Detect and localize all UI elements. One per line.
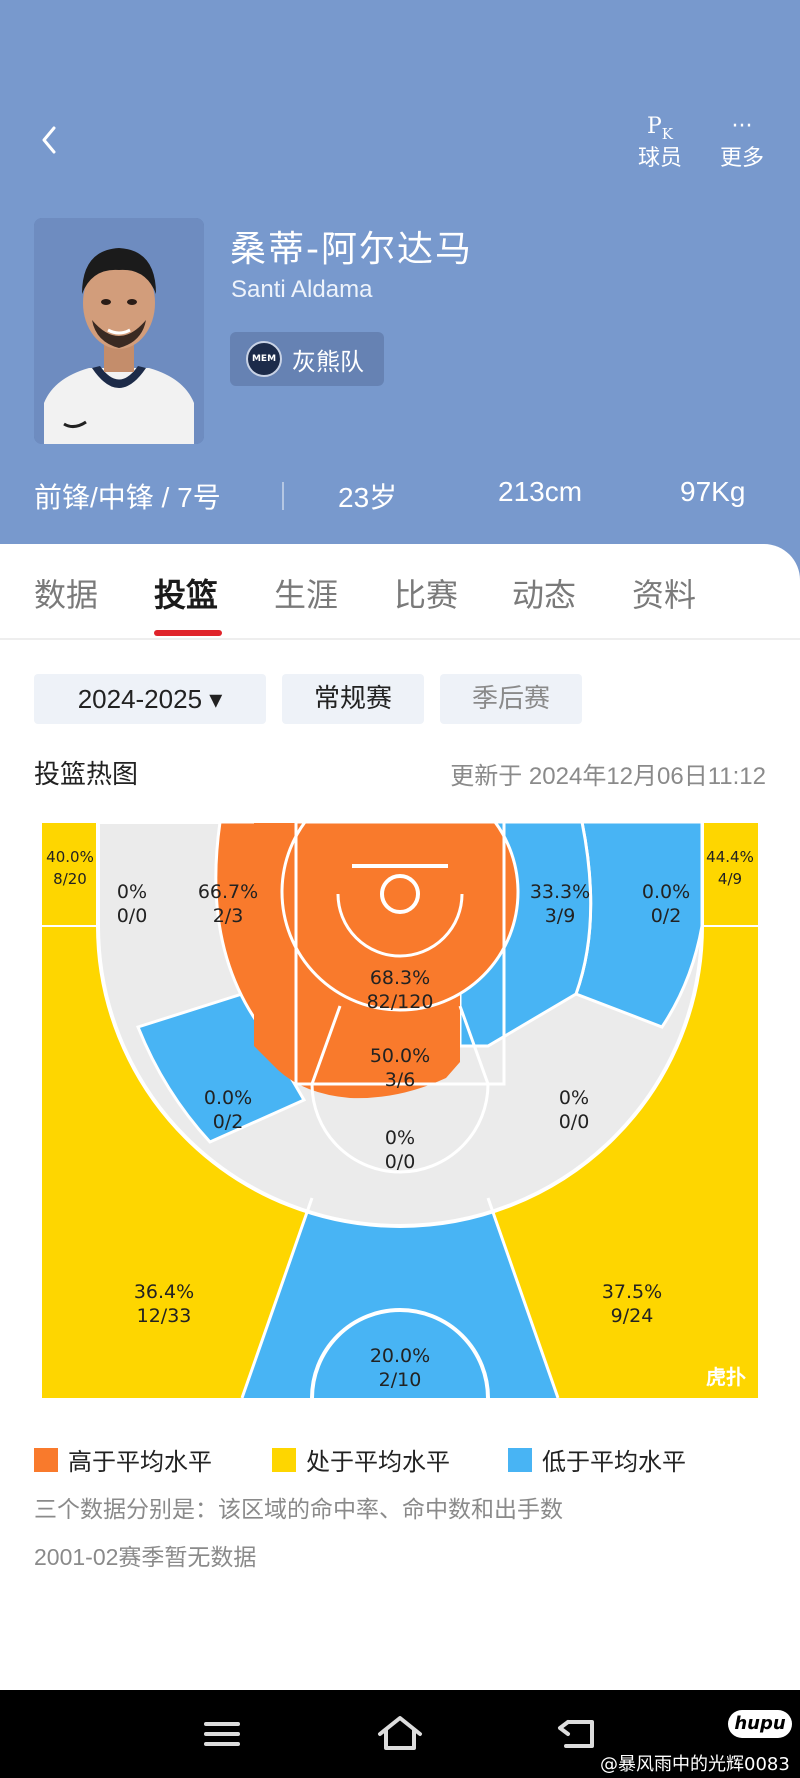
restricted-area-made: 82/120: [367, 991, 434, 1013]
top3-made: 2/10: [379, 1369, 422, 1391]
pk-label: 球员: [637, 146, 682, 171]
label-restricted-area: 68.3% 82/120: [367, 967, 434, 1013]
zone-top3: [242, 1198, 558, 1398]
top3-pct: 20.0%: [370, 1345, 430, 1367]
legend-below: 低于平均水平: [508, 1442, 686, 1477]
right-wing3-made: 9/24: [611, 1305, 654, 1327]
legend-average: 处于平均水平: [272, 1442, 450, 1477]
right-wing-mid-pct: 0%: [559, 1087, 589, 1109]
pk-button[interactable]: PK 球员: [620, 110, 700, 174]
legend-average-swatch: [272, 1447, 296, 1472]
label-right-baseline-mid-inner: 33.3% 3/9: [530, 881, 590, 927]
team-name: 灰熊队: [292, 347, 364, 376]
left-baseline-mid-outer-made: 0/0: [117, 905, 148, 927]
left-corner3-pct: 40.0%: [46, 848, 94, 866]
back-arrow-icon[interactable]: [36, 122, 64, 158]
label-top-mid: 0% 0/0: [385, 1127, 416, 1173]
top-mid-made: 0/0: [385, 1151, 416, 1173]
label-right-baseline-mid-outer: 0.0% 0/2: [642, 881, 690, 927]
left-wing-mid-pct: 0.0%: [204, 1087, 252, 1109]
label-paint: 50.0% 3/6: [370, 1045, 430, 1091]
paint-made: 3/6: [385, 1069, 416, 1091]
heatmap-title: 投篮热图: [34, 760, 139, 790]
user-watermark: @暴风雨中的光辉0083: [600, 1754, 790, 1775]
label-left-wing3: 36.4% 12/33: [134, 1281, 194, 1327]
legend-above: 高于平均水平: [34, 1442, 212, 1477]
menu-icon[interactable]: [198, 1712, 246, 1756]
back-icon[interactable]: [554, 1712, 602, 1756]
zone-left-corner3: [42, 822, 98, 926]
right-corner3-made: 4/9: [718, 870, 742, 888]
right-wing3-pct: 37.5%: [602, 1281, 662, 1303]
home-icon[interactable]: [376, 1712, 424, 1756]
right-baseline-mid-inner-made: 3/9: [545, 905, 576, 927]
tab-games[interactable]: 比赛: [394, 576, 459, 614]
left-baseline-mid-inner-pct: 66.7%: [198, 881, 258, 903]
player-photo: [34, 218, 204, 444]
filter-playoffs[interactable]: 季后赛: [440, 674, 582, 724]
tab-shooting[interactable]: 投篮: [154, 576, 219, 614]
pk-icon: PK: [646, 114, 674, 143]
player-position: 前锋/中锋 / 7号: [34, 482, 221, 513]
label-left-baseline-mid-inner: 66.7% 2/3: [198, 881, 258, 927]
right-wing-mid-made: 0/0: [559, 1111, 590, 1133]
label-top3: 20.0% 2/10: [370, 1345, 430, 1391]
right-corner3-pct: 44.4%: [706, 848, 754, 866]
more-button[interactable]: ··· 更多: [702, 110, 782, 174]
right-baseline-mid-outer-made: 0/2: [651, 905, 682, 927]
tab-news[interactable]: 动态: [512, 576, 577, 614]
content-sheet: 数据 投篮 生涯 比赛 动态 资料 2024-2025 ▾ 常规赛 季后赛 投篮…: [0, 544, 800, 1690]
top-mid-pct: 0%: [385, 1127, 415, 1149]
label-right-wing3: 37.5% 9/24: [602, 1281, 662, 1327]
tab-divider: [0, 638, 800, 640]
paint-pct: 50.0%: [370, 1045, 430, 1067]
team-chip[interactable]: MEM 灰熊队: [230, 332, 384, 386]
legend-below-label: 低于平均水平: [542, 1448, 686, 1476]
tab-bar: 数据 投篮 生涯 比赛 动态 资料: [0, 544, 800, 638]
heatmap-explanation: 三个数据分别是：该区域的命中率、命中数和出手数: [34, 1497, 563, 1523]
tab-career[interactable]: 生涯: [274, 576, 339, 614]
player-name-en: Santi Aldama: [231, 276, 373, 303]
label-left-corner3: 40.0% 8/20: [46, 848, 94, 888]
player-weight: 97Kg: [680, 476, 746, 507]
label-left-baseline-mid-outer: 0% 0/0: [117, 881, 148, 927]
filter-regular-season[interactable]: 常规赛: [282, 674, 424, 724]
tab-stats[interactable]: 数据: [34, 576, 99, 614]
label-right-wing-mid: 0% 0/0: [559, 1087, 590, 1133]
right-baseline-mid-inner-pct: 33.3%: [530, 881, 590, 903]
hupu-logo: hupu: [728, 1710, 792, 1738]
zone-restricted-area: [280, 822, 520, 1012]
player-header: PK 球员 ··· 更多 桑蒂-阿尔达马 Santi Aldama MEM 灰熊…: [0, 0, 800, 600]
left-corner3-made: 8/20: [53, 870, 87, 888]
player-age: 23岁: [338, 482, 398, 513]
legend-above-swatch: [34, 1447, 58, 1472]
hupu-watermark: 虎扑: [706, 1365, 746, 1389]
legend-above-label: 高于平均水平: [68, 1448, 212, 1476]
heatmap-update-time: 更新于 2024年12月06日11:12: [450, 763, 766, 790]
label-left-wing-mid: 0.0% 0/2: [204, 1087, 252, 1133]
tab-profile[interactable]: 资料: [632, 576, 697, 614]
zone-right-corner3: [702, 822, 758, 926]
left-wing-mid-made: 0/2: [213, 1111, 244, 1133]
more-label: 更多: [719, 146, 764, 171]
stat-divider: [282, 482, 284, 510]
left-wing3-pct: 36.4%: [134, 1281, 194, 1303]
left-baseline-mid-outer-pct: 0%: [117, 881, 147, 903]
right-baseline-mid-outer-pct: 0.0%: [642, 881, 690, 903]
no-data-note: 2001-02赛季暂无数据: [34, 1544, 257, 1570]
left-wing3-made: 12/33: [137, 1305, 192, 1327]
legend-below-swatch: [508, 1447, 532, 1472]
system-nav-bar: hupu @暴风雨中的光辉0083: [0, 1690, 800, 1778]
restricted-area-pct: 68.3%: [370, 967, 430, 989]
left-baseline-mid-inner-made: 2/3: [213, 905, 244, 927]
legend-average-label: 处于平均水平: [306, 1448, 450, 1476]
more-icon: ···: [731, 114, 753, 139]
season-select[interactable]: 2024-2025 ▾: [34, 674, 266, 724]
label-right-corner3: 44.4% 4/9: [706, 848, 754, 888]
player-height: 213cm: [498, 476, 583, 507]
player-name-cn: 桑蒂-阿尔达马: [230, 229, 473, 270]
active-tab-indicator: [154, 630, 222, 636]
grizzlies-logo-icon: MEM: [246, 341, 282, 377]
shot-heatmap: 40.0% 8/20 44.4% 4/9 0% 0/0 66.7% 2/3 68…: [42, 822, 758, 1398]
